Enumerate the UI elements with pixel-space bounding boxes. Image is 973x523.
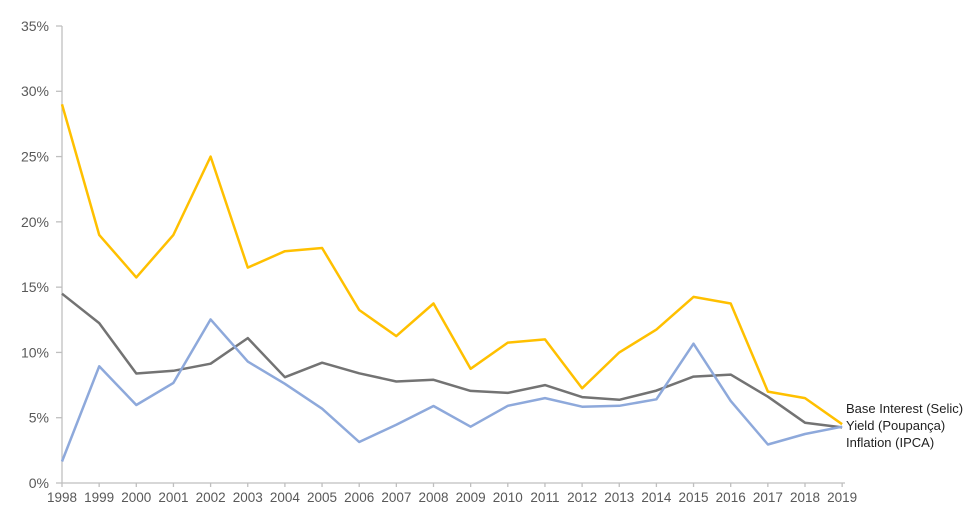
- x-axis-tick-label: 2005: [307, 490, 337, 505]
- x-axis-tick-label: 2014: [641, 490, 672, 505]
- series-label-selic: Base Interest (Selic): [846, 401, 964, 416]
- y-axis-tick-label: 35%: [21, 18, 49, 34]
- series-label-poupanca: Yield (Poupança): [846, 418, 946, 433]
- x-axis-tick-label: 2006: [344, 490, 374, 505]
- y-axis-tick-label: 10%: [21, 344, 49, 360]
- x-axis-tick-label: 2001: [158, 490, 188, 505]
- series-line-selic: [60, 103, 843, 426]
- x-axis-tick-label: 2012: [567, 490, 597, 505]
- y-axis-tick-label: 0%: [29, 475, 49, 491]
- series-line-ipca: [60, 318, 843, 462]
- x-axis-tick-label: 2004: [270, 490, 301, 505]
- y-axis-tick-label: 25%: [21, 148, 49, 164]
- y-axis-tick-label: 15%: [21, 279, 49, 295]
- x-axis-tick-label: 2003: [233, 490, 263, 505]
- x-axis-tick-label: 1998: [47, 490, 77, 505]
- x-axis-tick-label: 2009: [456, 490, 486, 505]
- x-axis-tick-label: 2015: [679, 490, 709, 505]
- series-label-ipca: Inflation (IPCA): [846, 435, 935, 450]
- x-axis-tick-label: 2007: [381, 490, 411, 505]
- series-line-poupanca: [61, 292, 843, 429]
- x-axis-tick-label: 2016: [716, 490, 746, 505]
- y-axis-tick-label: 20%: [21, 214, 49, 230]
- series-end-labels: Base Interest (Selic) Yield (Poupança) I…: [846, 400, 963, 451]
- x-axis-tick-label: 2018: [790, 490, 820, 505]
- y-axis-tick-label: 5%: [29, 410, 49, 426]
- x-axis-tick-label: 1999: [84, 490, 114, 505]
- y-axis-tick-label: 30%: [21, 83, 49, 99]
- x-axis-tick-label: 2002: [196, 490, 226, 505]
- x-axis-tick-label: 2017: [753, 490, 783, 505]
- x-axis-tick-label: 2019: [827, 490, 857, 505]
- x-axis-tick-label: 2013: [604, 490, 634, 505]
- x-axis-tick-label: 2010: [493, 490, 523, 505]
- x-axis-tick-label: 2008: [418, 490, 448, 505]
- x-axis-tick-label: 2000: [121, 490, 151, 505]
- x-axis-tick-label: 2011: [530, 490, 559, 505]
